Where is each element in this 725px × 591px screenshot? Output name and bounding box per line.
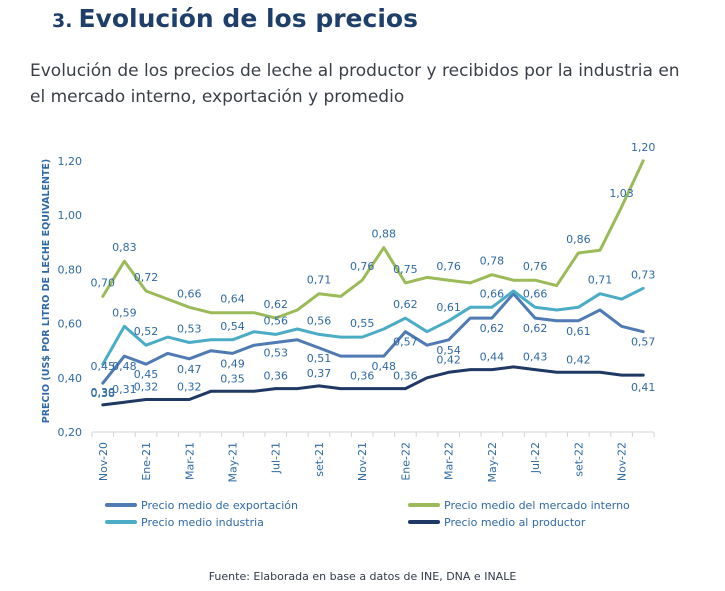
data-label: 0,61 (566, 325, 591, 338)
data-label: 0,54 (220, 320, 245, 333)
data-label: 0,72 (134, 271, 159, 284)
data-label: 0,62 (393, 298, 418, 311)
data-label: 0,56 (307, 314, 332, 327)
source-note: Fuente: Elaborada en base a datos de INE… (208, 570, 517, 583)
x-tick-label: set-22 (572, 442, 585, 477)
chart-title: Evolución de los precios de leche al pro… (30, 61, 680, 107)
data-label: 0,62 (263, 298, 288, 311)
y-tick-label: 0,40 (58, 372, 83, 385)
chart-axes: 0,20 0,40 0,60 0,80 1,00 1,20 Nov-20 Ene-21 Mar-… (58, 155, 655, 483)
data-label: 0,57 (393, 336, 418, 349)
x-tick-label: Nov-21 (356, 442, 369, 481)
x-tick-label: Nov-22 (616, 442, 629, 481)
data-label: 1,03 (609, 187, 634, 200)
series-lines (101, 159, 645, 407)
data-label: 0,31 (112, 383, 137, 396)
x-tick-label: May-22 (486, 442, 499, 483)
data-label: 0,62 (480, 322, 505, 335)
data-label: 0,71 (307, 274, 332, 287)
series-line-0 (101, 292, 645, 385)
data-label: 0,86 (566, 233, 591, 246)
data-label: 1,20 (631, 141, 656, 154)
data-label: 0,55 (350, 317, 375, 330)
legend-label: Precio medio del mercado interno (444, 499, 630, 512)
y-tick-label: 0,60 (58, 318, 83, 331)
data-label: 0,49 (220, 357, 245, 370)
y-tick-label: 0,80 (58, 263, 83, 276)
data-label: 0,30 (91, 386, 116, 399)
data-label: 0,76 (350, 260, 375, 273)
x-tick-label: May-21 (227, 442, 240, 483)
legend-label: Precio medio industria (141, 516, 264, 529)
data-label: 0,73 (631, 268, 656, 281)
series-line-1 (101, 159, 645, 320)
data-label: 0,57 (631, 336, 656, 349)
section-number: 3. (52, 10, 73, 32)
data-label: 0,53 (177, 323, 202, 336)
section-heading: 3. Evolución de los precios (52, 4, 418, 33)
data-label: 0,42 (436, 353, 461, 366)
series-line-2 (101, 286, 645, 366)
y-tick-label: 1,00 (58, 209, 83, 222)
data-label: 0,76 (436, 260, 461, 273)
data-label: 0,35 (220, 372, 245, 385)
data-label: 0,36 (350, 370, 375, 383)
y-tick-label: 0,20 (58, 426, 83, 439)
data-label: 0,56 (263, 314, 288, 327)
legend-label: Precio medio al productor (444, 516, 586, 529)
y-axis-label: PRECIO (US$ POR LITRO DE LECHE EQUIVALEN… (41, 159, 52, 424)
chart-legend: Precio medio de exportación Precio medio … (105, 499, 630, 529)
x-tick-label: Nov-20 (97, 442, 110, 481)
data-labels: 0,380,480,45 0,47 0,490,53 0,510,480,570,54… (91, 141, 656, 400)
x-tick-label: Mar-22 (443, 442, 456, 480)
x-tick-label: Jul-22 (529, 442, 542, 474)
data-label: 0,66 (523, 287, 548, 300)
data-label: 0,42 (566, 353, 591, 366)
data-label: 0,37 (307, 367, 332, 380)
data-label: 0,51 (307, 352, 332, 365)
data-label: 0,38 (91, 387, 116, 400)
data-label: 0,59 (112, 306, 137, 319)
data-label: 0,66 (480, 287, 505, 300)
data-label: 0,76 (523, 260, 548, 273)
section-title: Evolución de los precios (78, 4, 418, 33)
data-label: 0,48 (112, 360, 137, 373)
data-label: 0,52 (134, 325, 159, 338)
data-label: 0,70 (91, 276, 116, 289)
series-line-3 (101, 365, 645, 407)
data-label: 0,71 (588, 274, 613, 287)
data-label: 0,44 (480, 351, 505, 364)
x-tick-label: set-21 (313, 442, 326, 477)
data-label: 0,36 (263, 370, 288, 383)
line-chart: 0,20 0,40 0,60 0,80 1,00 1,20 Nov-20 Ene-21 Mar-… (41, 141, 656, 529)
legend-label: Precio medio de exportación (141, 499, 298, 512)
data-label: 0,78 (480, 255, 505, 268)
data-label: 0,64 (220, 293, 245, 306)
data-label: 0,32 (177, 380, 202, 393)
y-tick-label: 1,20 (58, 155, 83, 168)
data-label: 0,62 (523, 322, 548, 335)
data-label: 0,45 (91, 360, 116, 373)
data-label: 0,83 (112, 241, 137, 254)
x-tick-label: Ene-22 (399, 442, 412, 481)
data-label: 0,45 (134, 368, 159, 381)
data-label: 0,48 (372, 360, 397, 373)
data-label: 0,75 (393, 263, 418, 276)
data-label: 0,32 (134, 380, 159, 393)
data-label: 0,36 (393, 370, 418, 383)
data-label: 0,47 (177, 363, 202, 376)
data-label: 0,54 (436, 344, 461, 357)
data-label: 0,61 (436, 301, 461, 314)
data-label: 0,43 (523, 351, 548, 364)
data-label: 0,53 (263, 347, 288, 360)
x-tick-label: Jul-21 (270, 442, 283, 474)
data-label: 0,41 (631, 381, 656, 394)
x-tick-label: Ene-21 (140, 442, 153, 481)
x-tick-label: Mar-21 (183, 442, 196, 480)
data-label: 0,88 (372, 228, 397, 241)
data-label: 0,66 (177, 287, 202, 300)
